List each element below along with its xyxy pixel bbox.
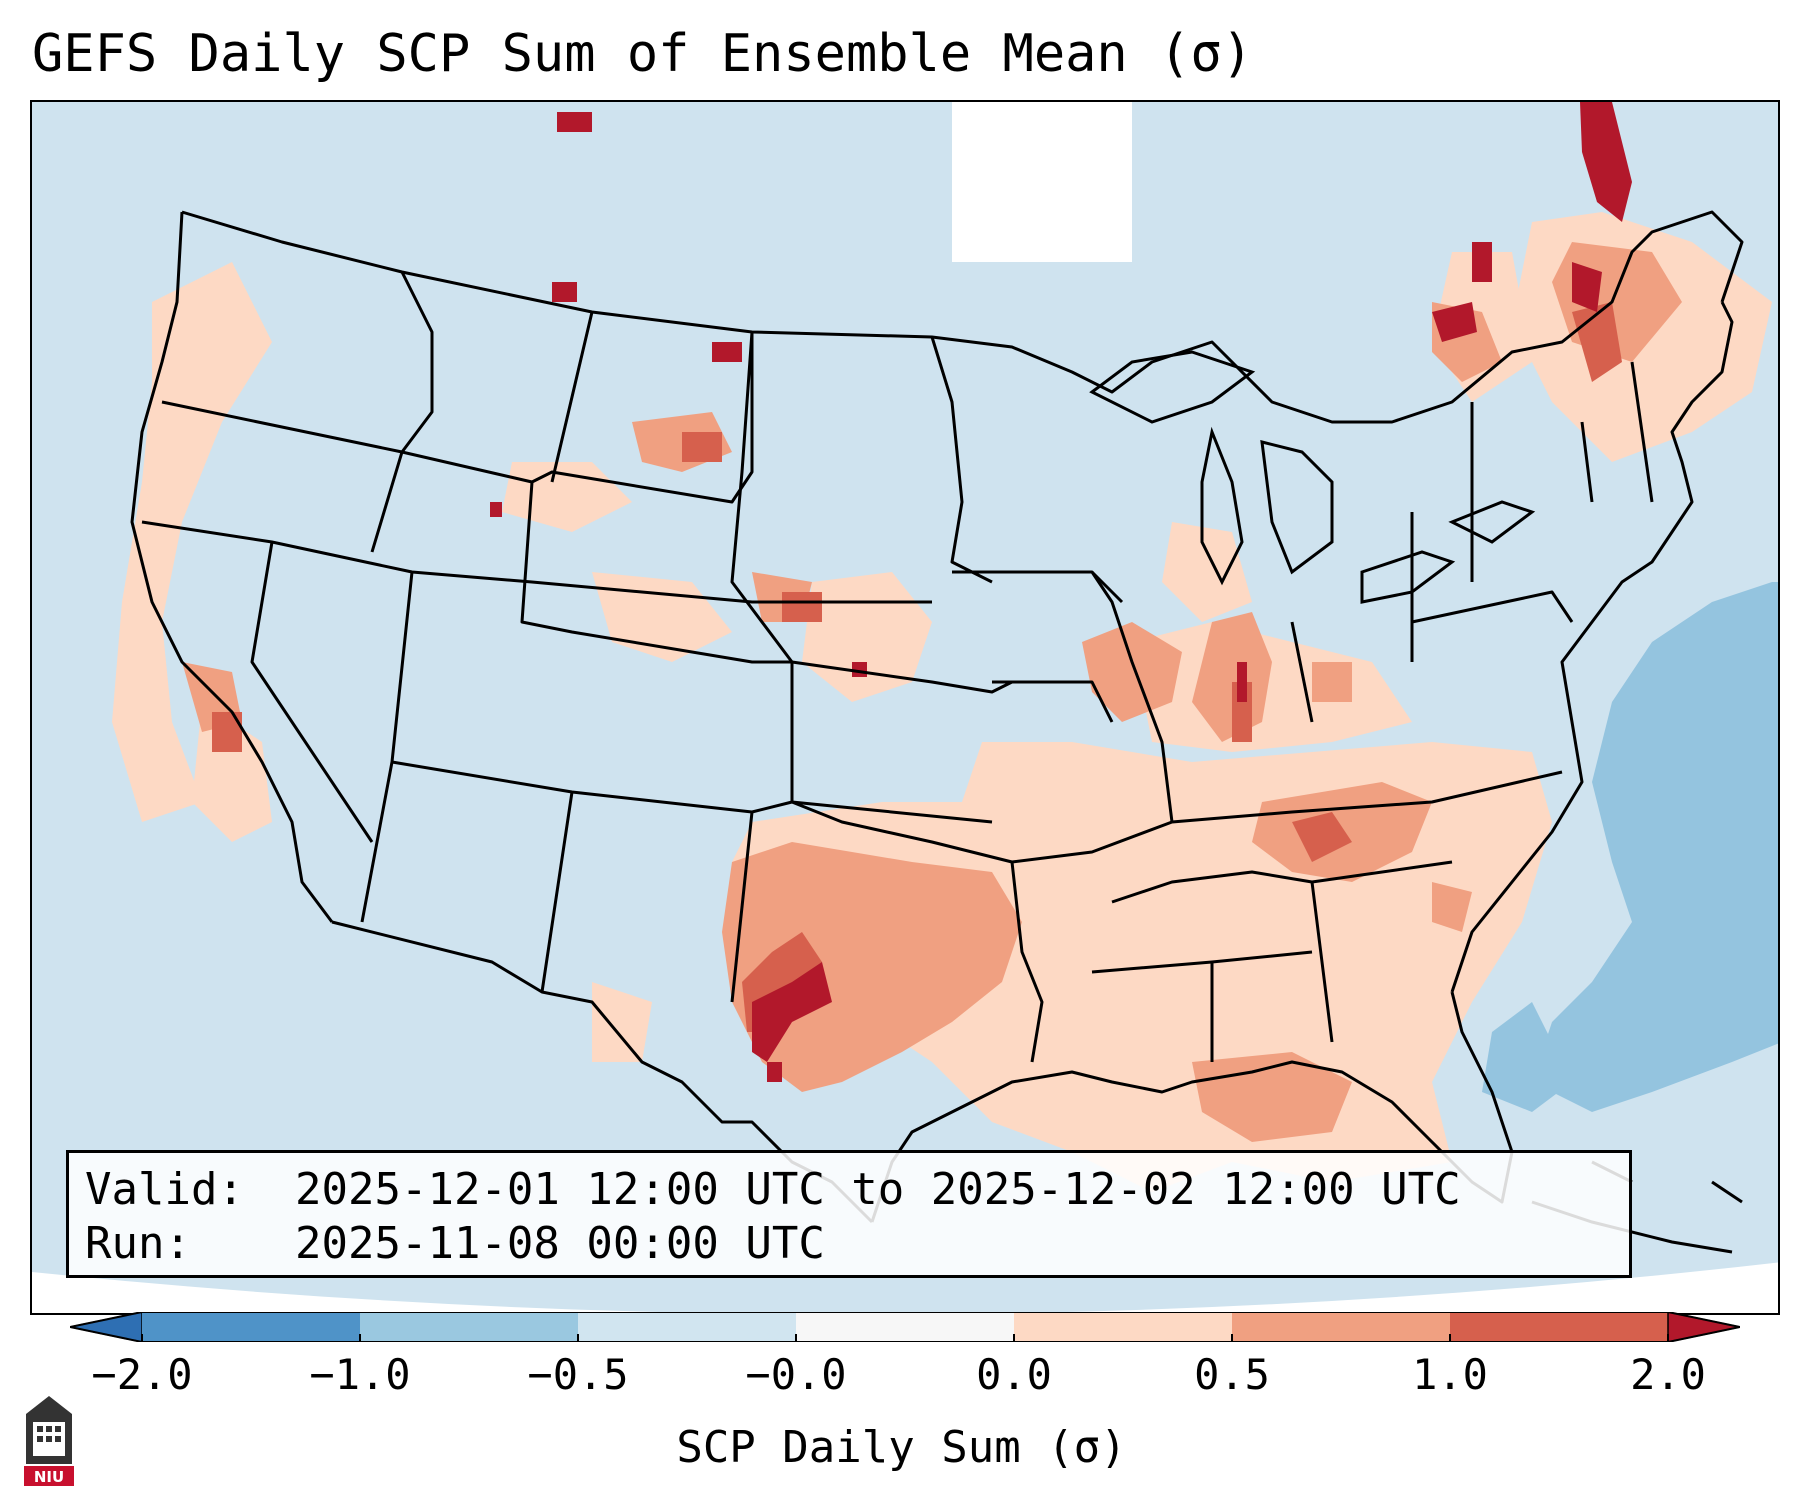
- colorbar-segment: [1232, 1312, 1451, 1342]
- no-data-area: [952, 102, 1132, 262]
- valid-row: Valid: 2025-12-01 12:00 UTC to 2025-12-0…: [85, 1163, 1613, 1217]
- map-panel: [30, 100, 1780, 1315]
- colorbar-segment: [578, 1312, 797, 1342]
- valid-value: 2025-12-01 12:00 UTC to 2025-12-02 12:00…: [295, 1164, 1461, 1215]
- colorbar-tick-label: 2.0: [1630, 1350, 1706, 1399]
- colorbar-segment: [1014, 1312, 1233, 1342]
- colorbar-extend-max: [1667, 1312, 1740, 1342]
- colorbar: [70, 1312, 1740, 1342]
- positive-anomaly-extreme: [490, 102, 1632, 1082]
- chart-title: GEFS Daily SCP Sum of Ensemble Mean (σ): [32, 24, 1253, 84]
- colorbar-tick-label: 1.0: [1412, 1350, 1488, 1399]
- colorbar-segment: [796, 1312, 1015, 1342]
- colorbar-segment: [1450, 1312, 1669, 1342]
- colorbar-tick-label: 0.0: [976, 1350, 1052, 1399]
- projection-edge: [32, 1262, 1778, 1313]
- colorbar-tick-label: −0.0: [745, 1350, 847, 1399]
- great-lakes: [1089, 350, 1536, 604]
- colorbar-segment: [142, 1312, 361, 1342]
- atlantic-negative-anomaly: [1532, 582, 1778, 1112]
- run-label: Run:: [85, 1218, 191, 1269]
- colorbar-tick-label: −0.5: [527, 1350, 629, 1399]
- state-boundaries: [130, 210, 1744, 1224]
- run-row: Run: 2025-11-08 00:00 UTC: [85, 1217, 1613, 1271]
- run-value: 2025-11-08 00:00 UTC: [295, 1218, 825, 1269]
- niu-logo-icon: NIU: [24, 1396, 74, 1486]
- info-box: Valid: 2025-12-01 12:00 UTC to 2025-12-0…: [66, 1150, 1632, 1278]
- scp-map: [32, 102, 1778, 1313]
- colorbar-segment: [360, 1312, 579, 1342]
- colorbar-label: SCP Daily Sum (σ): [676, 1422, 1127, 1473]
- valid-label: Valid:: [85, 1164, 244, 1215]
- colorbar-extend-min: [70, 1312, 143, 1342]
- colorbar-tick-label: −2.0: [91, 1350, 193, 1399]
- atlantic-negative-anomaly-2: [1482, 1002, 1572, 1112]
- colorbar-tick-label: 0.5: [1194, 1350, 1270, 1399]
- colorbar-tick-label: −1.0: [309, 1350, 411, 1399]
- logo-text: NIU: [34, 1468, 64, 1486]
